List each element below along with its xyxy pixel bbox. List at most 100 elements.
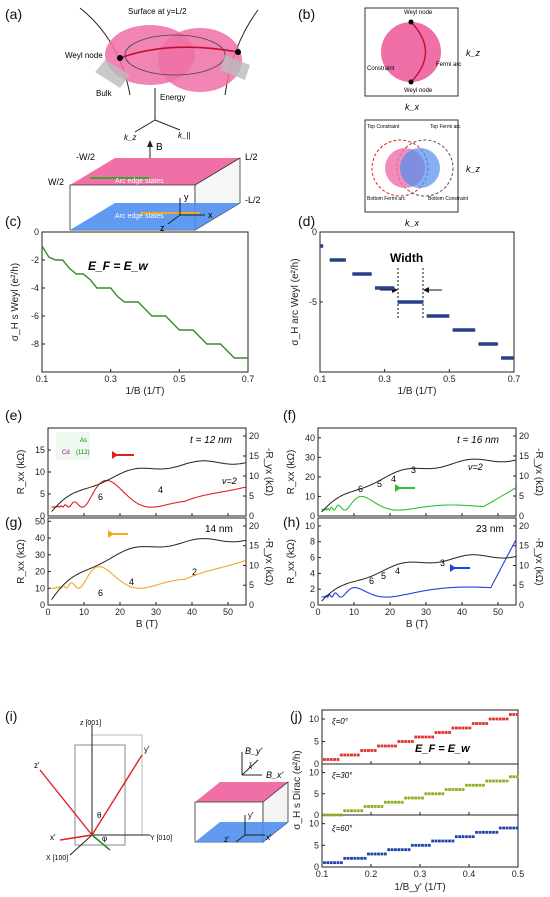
j-data-point	[336, 758, 340, 761]
c-xlabel: 1/B (1/T)	[126, 386, 165, 397]
a-kpar-label: k_||	[178, 131, 191, 140]
panel-label-e: (e)	[5, 407, 23, 423]
g-plateau-6: 6	[98, 588, 103, 598]
j-data-point	[431, 839, 435, 843]
j-ylabel: σ_H s Dirac (e²/h)	[292, 750, 303, 830]
j-data-point	[465, 726, 468, 730]
d-ytick-label: -5	[309, 297, 317, 307]
j-data-point	[373, 749, 377, 752]
j-data-point	[492, 779, 495, 783]
panel-b-diagrams: Weyl node Constraint Fermi arc Weyl node…	[364, 7, 481, 228]
panel-label-d: (d)	[298, 213, 316, 229]
j-data-point	[512, 713, 516, 716]
a-x-axis: x	[208, 210, 213, 220]
j-data-point	[377, 805, 380, 808]
j-data-point	[431, 792, 435, 796]
b-bottom-constraint: Bottom Constraint	[428, 196, 469, 202]
j-data-point	[410, 796, 414, 800]
j-data-point	[498, 826, 502, 830]
pf-ytick-label: 10	[305, 491, 315, 501]
pe-rtick-label: 20	[249, 431, 259, 441]
ph-arrow-head	[450, 564, 456, 572]
j-data-point	[465, 783, 468, 787]
ph-ryx-curve	[321, 554, 516, 602]
pg-xtick-label: 30	[151, 607, 161, 617]
e-plateau-6: 6	[98, 492, 103, 502]
j2-xtick-label: 0.3	[414, 869, 427, 879]
j-data-point	[333, 861, 336, 865]
j-data-point	[336, 861, 340, 865]
j-data-point	[461, 835, 465, 839]
j-data-point	[370, 805, 374, 808]
pf-rtick-label: 20	[519, 431, 529, 441]
j-data-point	[515, 775, 519, 779]
a-minus-l2: -L/2	[245, 195, 261, 205]
j-data-point	[394, 848, 397, 852]
j-data-point	[509, 713, 512, 716]
e-thickness: t = 12 nm	[190, 435, 232, 446]
j-xi0: ξ=0°	[332, 717, 349, 726]
a-minus-w2: -W/2	[76, 152, 95, 162]
c-xtick-label: 0.5	[173, 374, 186, 384]
pf-ytick-label: 30	[305, 452, 315, 462]
c-annotation: E_F = E_w	[88, 259, 148, 273]
d-xtick-label: 0.5	[443, 374, 456, 384]
j-data-point	[492, 830, 495, 834]
j2-xtick-label: 0.2	[365, 869, 378, 879]
h-plateau-5: 5	[381, 571, 386, 581]
j0-ytick-label: 5	[314, 737, 319, 747]
a-kz-label: k_z	[124, 133, 136, 142]
c-ytick-label: -4	[31, 283, 39, 293]
j-data-point	[380, 805, 384, 808]
a-weyl-node-label: Weyl node	[65, 51, 103, 60]
j-annotation: E_F = E_w	[415, 743, 471, 755]
e-crystal-inset	[56, 432, 90, 460]
d-xtick-label: 0.7	[508, 374, 521, 384]
ph-ylabel-right: -R_yx (kΩ)	[533, 537, 544, 585]
j-data-point	[492, 717, 495, 721]
j-data-point	[407, 796, 411, 800]
j-data-point	[360, 809, 364, 813]
j-data-point	[343, 809, 347, 813]
ph-ytick-label: 10	[305, 521, 315, 531]
j-data-point	[512, 775, 516, 779]
j2-xtick-label: 0.5	[512, 869, 525, 879]
panel-label-b: (b)	[298, 6, 316, 22]
e-inset-miller: (112)	[76, 450, 90, 456]
b-fermi-circle	[381, 22, 441, 82]
c-ytick-label: 0	[34, 227, 39, 237]
a-surface-label: Surface at y=L/2	[128, 7, 187, 16]
j-xi60: ξ=60°	[332, 824, 353, 833]
j-data-point	[478, 830, 482, 834]
j-data-point	[390, 744, 394, 748]
pe-rtick-label: 0	[249, 511, 254, 521]
slab-bottom-face	[70, 203, 240, 230]
j-data-point	[421, 796, 424, 800]
j-data-point	[498, 779, 502, 783]
j-data-point	[350, 856, 353, 860]
j-data-point	[363, 856, 367, 860]
c-xtick-label: 0.1	[36, 374, 49, 384]
j-data-point	[461, 726, 465, 730]
pg-ytick-label: 10	[35, 583, 45, 593]
c-xtick-label: 0.7	[242, 374, 255, 384]
i-phi: φ	[102, 834, 107, 843]
i-slab-zp: z'	[224, 835, 230, 844]
j-data-point	[414, 735, 418, 739]
pg-ryx-curve	[51, 538, 246, 600]
j-xi30: ξ=30°	[332, 771, 353, 780]
ph-xlabel: B (T)	[406, 619, 428, 630]
d-ytick-label: 0	[312, 227, 317, 237]
j-data-point	[424, 843, 428, 847]
j-data-point	[478, 722, 482, 725]
pf-rtick-label: 15	[519, 451, 529, 461]
j-data-point	[380, 852, 384, 856]
j-data-point	[475, 830, 478, 834]
pg-xtick-label: 40	[187, 607, 197, 617]
pe-ryx-curve	[51, 460, 246, 512]
j-data-point	[468, 835, 472, 839]
j-data-point	[387, 800, 391, 804]
j-data-point	[383, 744, 387, 748]
j-data-point	[448, 731, 451, 734]
j-data-point	[353, 753, 357, 757]
